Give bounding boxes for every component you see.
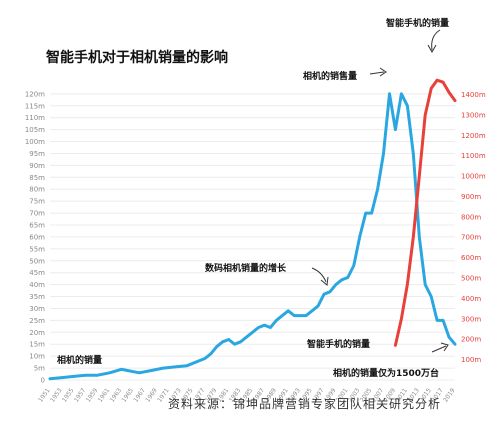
left-tick-label: 120m bbox=[25, 90, 45, 98]
left-tick-label: 75m bbox=[29, 198, 45, 206]
arrow-camera-peak-head bbox=[379, 67, 387, 77]
left-tick-label: 65m bbox=[29, 222, 45, 230]
left-tick-label: 25m bbox=[29, 317, 45, 325]
series-line-camera bbox=[48, 92, 457, 381]
left-tick-label: 40m bbox=[29, 281, 45, 289]
left-tick-label: 90m bbox=[29, 162, 45, 170]
right-tick-label: 600m bbox=[461, 254, 481, 262]
left-axis-ticks: 0 5m 10m 15m 20m 25m 30m 35m 40m 45m 50m 55m 60m 65m 7… bbox=[25, 90, 45, 384]
source-note: 资料来源：锦坤品牌营销专家团队相关研究分析 bbox=[168, 396, 441, 411]
left-tick-label: 70m bbox=[29, 210, 45, 218]
left-tick-label: 80m bbox=[29, 186, 45, 194]
right-tick-label: 1000m bbox=[461, 173, 486, 181]
left-tick-label: 35m bbox=[29, 293, 45, 301]
arrow-smartphone-top-head bbox=[427, 44, 437, 54]
right-tick-label: 1100m bbox=[461, 152, 486, 160]
chart-title: 智能手机对于相机销量的影响 bbox=[45, 49, 228, 66]
arrow-digital-growth-head bbox=[320, 276, 329, 286]
left-tick-label: 0 bbox=[41, 377, 45, 385]
annotation-digital-camera-growth: 数码相机销量的增长 bbox=[205, 262, 287, 274]
left-tick-label: 45m bbox=[29, 269, 45, 277]
right-tick-label: 900m bbox=[461, 193, 481, 201]
left-tick-label: 95m bbox=[29, 150, 45, 158]
arrow-smartphone-top bbox=[431, 29, 441, 51]
right-tick-label: 700m bbox=[461, 234, 481, 242]
right-tick-label: 1400m bbox=[461, 91, 486, 99]
left-tick-label: 15m bbox=[29, 341, 45, 349]
annotation-arrows bbox=[311, 29, 449, 353]
right-tick-label: 800m bbox=[461, 213, 481, 221]
right-tick-label: 300m bbox=[461, 315, 481, 323]
right-tick-label: 100m bbox=[461, 356, 481, 364]
left-tick-label: 100m bbox=[25, 138, 45, 146]
left-tick-label: 20m bbox=[29, 329, 45, 337]
left-tick-label: 5m bbox=[34, 365, 45, 373]
right-tick-label: 500m bbox=[461, 275, 481, 283]
left-tick-label: 55m bbox=[29, 245, 45, 253]
x-tick-label: 2019 bbox=[442, 387, 457, 404]
right-tick-label: 1300m bbox=[461, 111, 486, 119]
annotation-camera-15m: 相机的销量仅为1500万台 bbox=[333, 367, 439, 379]
left-tick-label: 50m bbox=[29, 257, 45, 265]
left-tick-label: 60m bbox=[29, 233, 45, 241]
left-tick-label: 30m bbox=[29, 305, 45, 313]
left-tick-label: 110m bbox=[25, 114, 45, 122]
left-tick-label: 85m bbox=[29, 174, 45, 182]
left-tick-label: 105m bbox=[25, 126, 45, 134]
arrow-camera-15m bbox=[431, 345, 447, 353]
right-axis-ticks: 100m 200m 300m 400m 500m 600m 700m 800m 900m 1000… bbox=[461, 91, 486, 364]
arrow-camera-peak bbox=[369, 71, 385, 75]
right-tick-label: 400m bbox=[461, 295, 481, 303]
right-tick-label: 1200m bbox=[461, 132, 486, 140]
gridlines bbox=[50, 93, 455, 381]
left-tick-label: 10m bbox=[29, 353, 45, 361]
right-tick-label: 200m bbox=[461, 336, 481, 344]
annotation-smartphone-bottom: 智能手机的销量 bbox=[307, 338, 370, 350]
series-line-smartphone bbox=[393, 78, 457, 347]
annotation-camera-sales-early: 相机的销量 bbox=[57, 354, 102, 366]
annotation-smartphone-top: 智能手机的销量 bbox=[386, 17, 449, 29]
annotation-camera-sales-peak: 相机的销售量 bbox=[303, 70, 357, 82]
arrow-camera-15m-head bbox=[440, 342, 449, 352]
series-lines bbox=[48, 78, 457, 381]
left-tick-label: 115m bbox=[25, 102, 45, 110]
arrow-digital-growth bbox=[311, 267, 327, 283]
